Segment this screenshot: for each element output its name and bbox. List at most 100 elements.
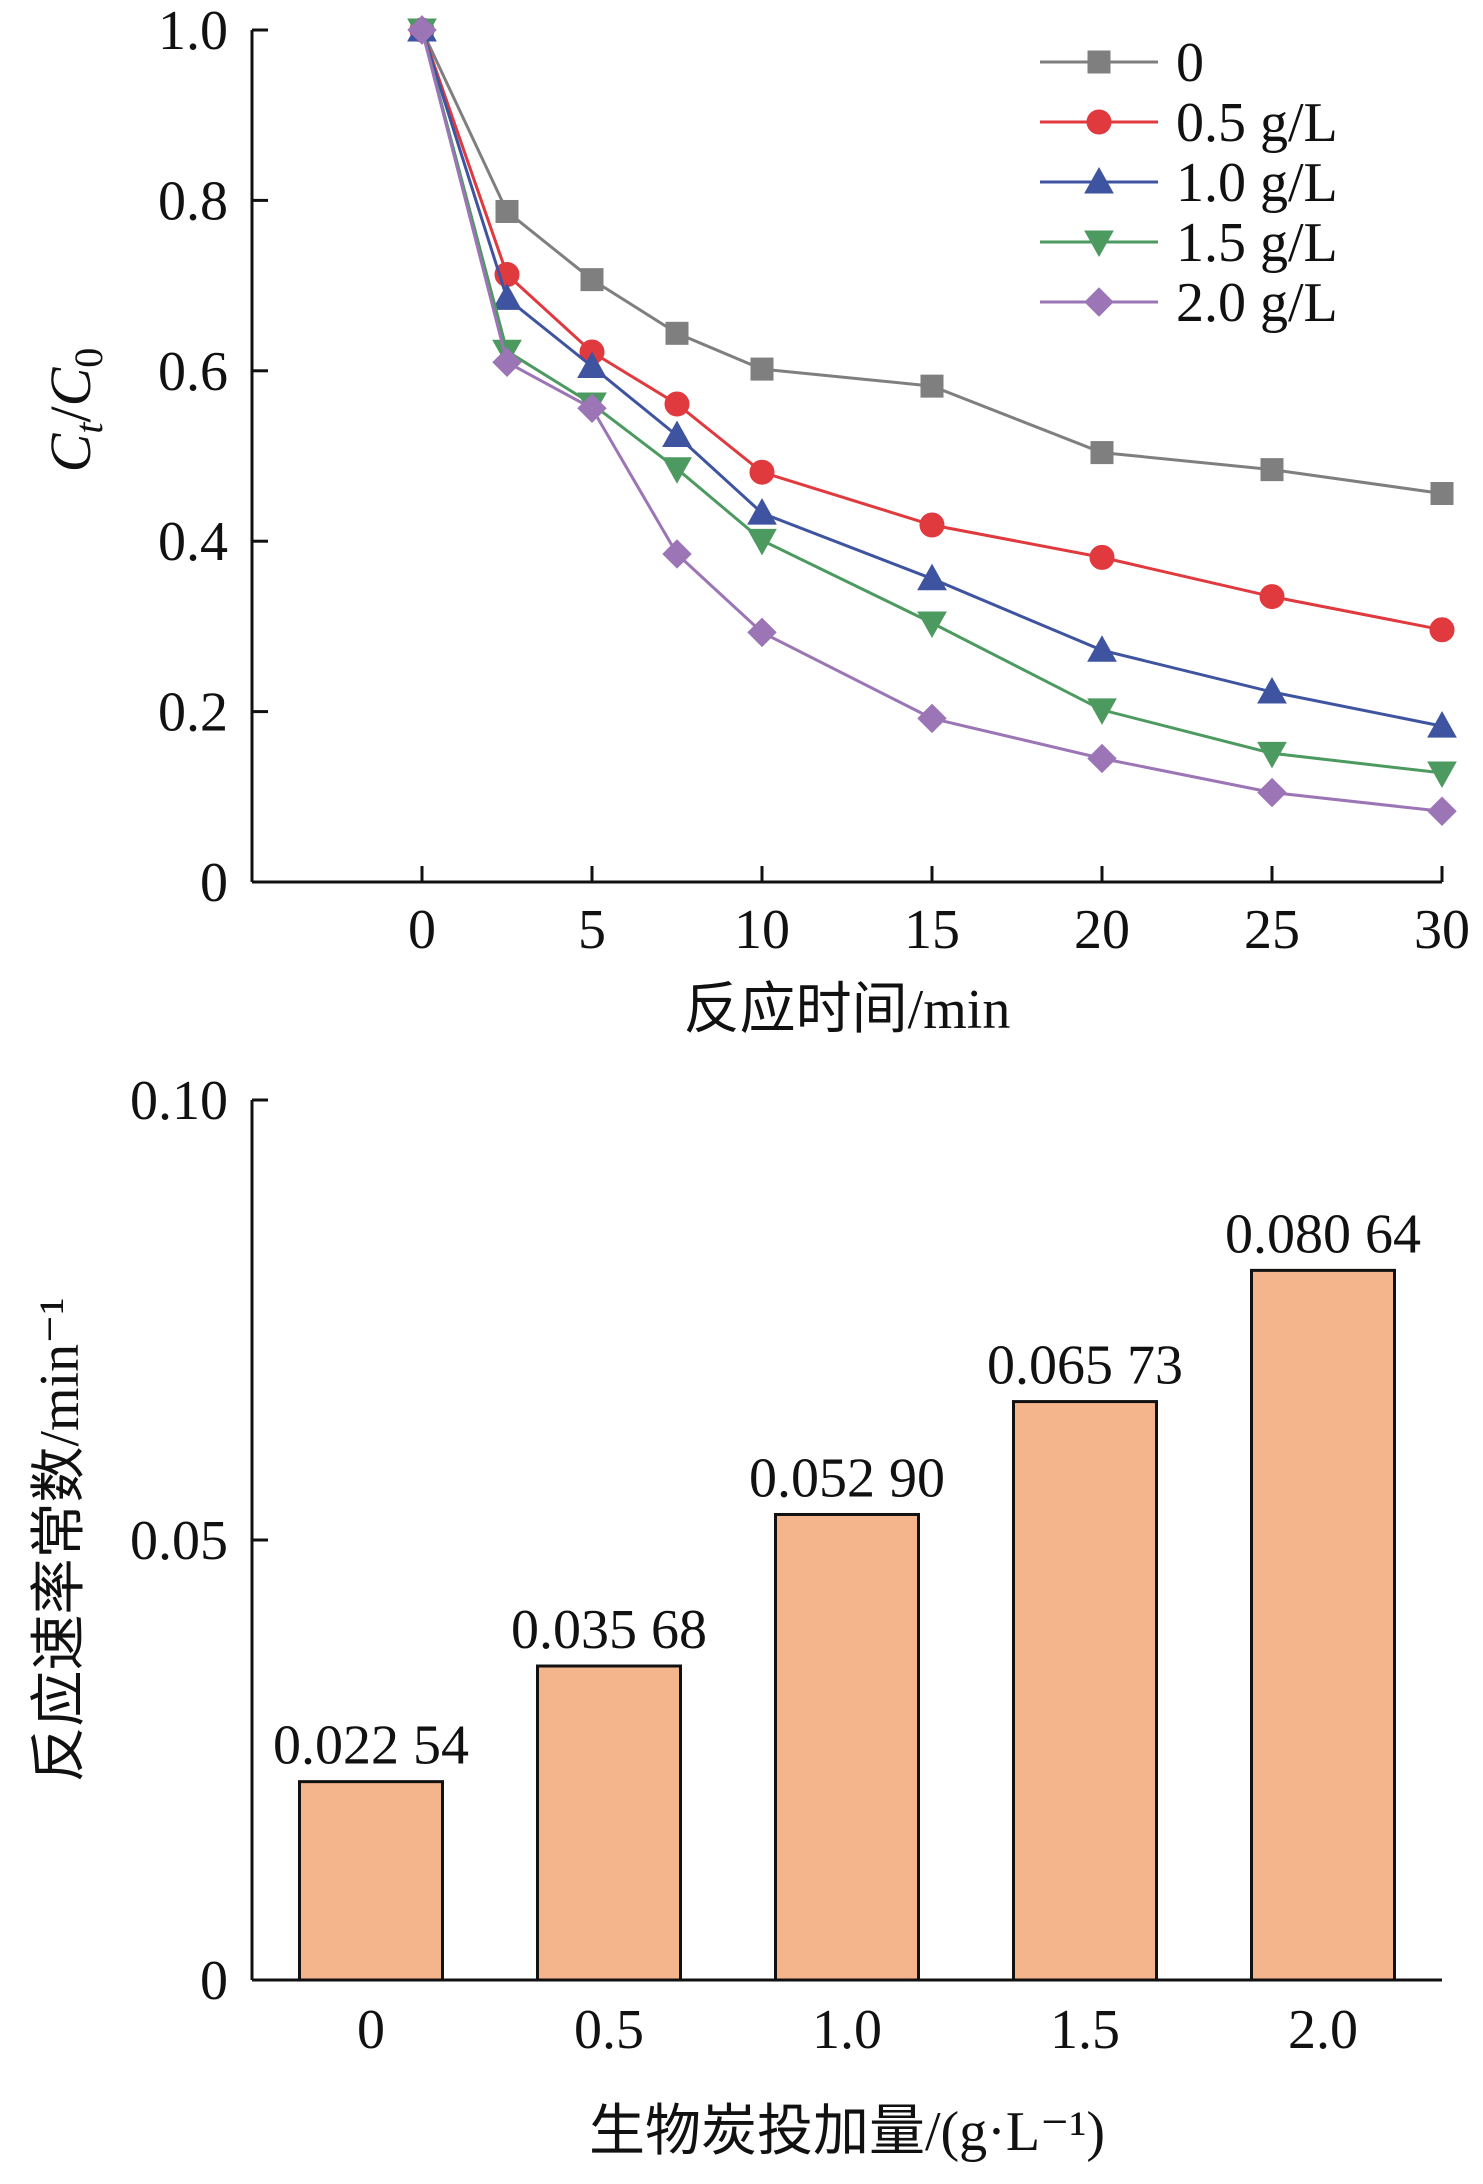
line-point xyxy=(747,528,777,556)
line-y-tick-label: 1.0 xyxy=(158,0,228,62)
line-point xyxy=(747,498,777,525)
line-point xyxy=(1259,584,1285,610)
legend-swatch-marker xyxy=(1084,230,1114,258)
legend-item-3: 1.5 g/L xyxy=(1040,212,1338,274)
line-point xyxy=(577,393,607,423)
line-y-tick-label: 0.8 xyxy=(158,170,228,232)
line-point xyxy=(750,357,774,381)
line-y-tick-label: 0 xyxy=(200,852,228,914)
line-legend: 00.5 g/L1.0 g/L1.5 g/L2.0 g/L xyxy=(1040,32,1338,334)
line-series-4 xyxy=(407,15,1457,826)
line-point xyxy=(492,347,522,377)
line-x-tick-label: 0 xyxy=(408,899,436,961)
line-point xyxy=(1257,676,1287,704)
line-point xyxy=(492,283,522,310)
line-point xyxy=(407,15,437,45)
bar-value-label: 0.035 68 xyxy=(511,1599,707,1661)
line-point xyxy=(919,512,945,538)
line-point xyxy=(662,539,692,569)
legend-item-1: 0.5 g/L xyxy=(1040,92,1338,154)
bar-x-tick-label: 1.5 xyxy=(1050,1999,1120,2061)
line-series-0 xyxy=(410,18,1454,505)
line-x-tick-label: 25 xyxy=(1244,899,1300,961)
legend-item-2: 1.0 g/L xyxy=(1040,152,1338,214)
line-point xyxy=(1087,635,1117,662)
line-y-tick-label: 0.4 xyxy=(158,511,228,573)
legend-swatch-marker xyxy=(1084,287,1114,317)
line-series-2 xyxy=(407,14,1457,738)
line-point xyxy=(1260,458,1284,482)
legend-swatch-marker xyxy=(1087,50,1111,74)
line-point xyxy=(662,457,692,484)
line-point xyxy=(1257,741,1287,769)
line-x-tick-label: 5 xyxy=(578,899,606,961)
line-point xyxy=(917,563,947,591)
bar xyxy=(1012,1400,1158,1982)
legend-item-4: 2.0 g/L xyxy=(1040,272,1338,334)
line-point xyxy=(495,199,519,223)
line-point xyxy=(1087,698,1117,725)
bar-y-tick-label: 0 xyxy=(200,1950,228,2012)
line-point xyxy=(664,391,690,417)
legend-label: 1.5 g/L xyxy=(1176,212,1338,274)
line-x-axis-title: 反应时间/min xyxy=(684,979,1011,1041)
legend-swatch-marker xyxy=(1086,109,1112,135)
line-x-tick-label: 20 xyxy=(1074,899,1130,961)
line-point xyxy=(1427,761,1457,788)
line-point xyxy=(1427,796,1457,826)
legend-label: 0.5 g/L xyxy=(1176,92,1338,154)
line-x-tick-label: 15 xyxy=(904,899,960,961)
line-point xyxy=(1430,481,1454,505)
bar-x-axis-title: 生物炭投加量/(g·L⁻¹) xyxy=(589,2101,1105,2163)
bar-x-tick-label: 2.0 xyxy=(1288,1999,1358,2061)
line-x-tick-label: 30 xyxy=(1414,899,1470,961)
bar-item-2: 0.052 90 1.0 xyxy=(749,1447,945,2061)
bar-value-label: 0.080 64 xyxy=(1225,1203,1421,1265)
line-point xyxy=(747,617,777,648)
line-x-tick-label: 10 xyxy=(734,899,790,961)
bar xyxy=(536,1664,682,1982)
bar xyxy=(774,1512,920,1982)
line-point xyxy=(920,374,944,398)
line-point xyxy=(749,459,775,485)
bar-y-tick-label: 0.05 xyxy=(130,1510,228,1572)
bar xyxy=(1250,1268,1396,1982)
bar-item-0: 0.022 54 0 xyxy=(273,1715,469,2061)
bar xyxy=(298,1780,444,1982)
bar-value-label: 0.065 73 xyxy=(987,1335,1183,1397)
line-point xyxy=(1090,441,1114,465)
bar-item-1: 0.035 68 0.5 xyxy=(511,1599,707,2061)
line-point xyxy=(1087,743,1117,774)
legend-item-0: 0 xyxy=(1040,32,1204,94)
bar-y-tick-label: 0.10 xyxy=(130,1070,228,1132)
line-point xyxy=(1089,544,1115,570)
bar-item-3: 0.065 73 1.5 xyxy=(987,1335,1183,2061)
line-chart: 0 0.2 0.4 0.6 0.8 1.0 0 5 10 15 20 25 30 Ct/C0 反应时间… xyxy=(38,0,1470,1041)
bar-y-axis-title: 反应速率常数/min⁻¹ xyxy=(29,1297,91,1782)
bar-item-4: 0.080 64 2.0 xyxy=(1225,1203,1421,2061)
line-point xyxy=(917,703,947,734)
line-point xyxy=(662,420,692,448)
line-point xyxy=(1257,777,1287,808)
line-y-tick-label: 0.2 xyxy=(158,682,228,744)
legend-label: 0 xyxy=(1176,32,1204,94)
legend-swatch-marker xyxy=(1084,166,1114,194)
line-y-axis-title: Ct/C0 xyxy=(38,348,111,473)
line-point xyxy=(580,268,604,292)
line-point xyxy=(917,611,947,639)
bar-chart: 0 0.05 0.10 0.022 54 0 0.035 68 0.5 0.052 90 1.… xyxy=(29,1070,1442,2163)
bar-x-tick-label: 0 xyxy=(357,1999,385,2061)
legend-label: 2.0 g/L xyxy=(1176,272,1338,334)
line-y-ticks: 0 0.2 0.4 0.6 0.8 1.0 xyxy=(158,0,268,914)
line-x-ticks: 0 5 10 15 20 25 30 xyxy=(408,866,1470,961)
line-point xyxy=(1427,711,1457,738)
bar-y-ticks: 0 0.05 0.10 xyxy=(130,1070,268,2012)
line-point xyxy=(577,351,607,379)
line-point xyxy=(665,321,689,345)
legend-label: 1.0 g/L xyxy=(1176,152,1338,214)
bar-x-tick-label: 1.0 xyxy=(812,1999,882,2061)
line-series-group xyxy=(407,14,1457,826)
bar-group: 0.022 54 0 0.035 68 0.5 0.052 90 1.0 0.065 73 1… xyxy=(273,1203,1421,2061)
